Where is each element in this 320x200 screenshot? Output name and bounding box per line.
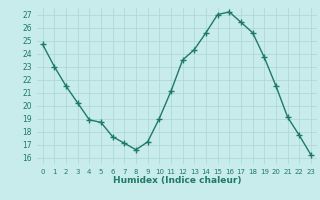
X-axis label: Humidex (Indice chaleur): Humidex (Indice chaleur): [113, 176, 241, 185]
